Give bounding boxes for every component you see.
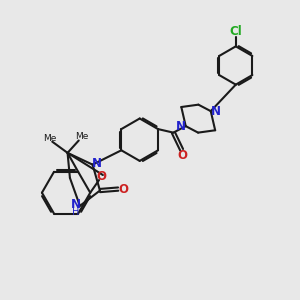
Text: Cl: Cl [230,25,242,38]
Text: O: O [178,148,188,161]
Text: N: N [92,157,102,170]
Text: N: N [176,120,185,133]
Text: N: N [71,198,81,211]
Text: N: N [211,105,221,118]
Text: Me: Me [43,134,57,142]
Text: O: O [96,170,106,183]
Text: Me: Me [76,133,89,142]
Text: H: H [72,207,80,217]
Text: O: O [118,183,128,196]
